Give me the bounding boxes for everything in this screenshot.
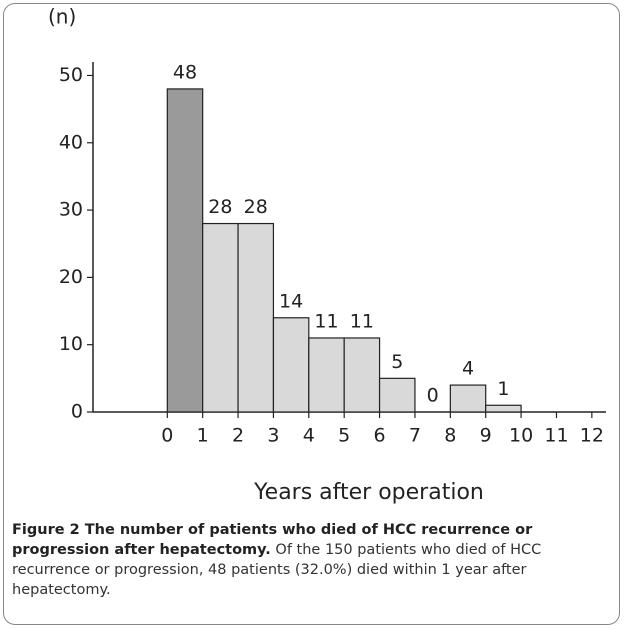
x-tick-label: 10 [509, 425, 533, 447]
y-tick-label: 40 [59, 131, 83, 153]
y-axis-label: (n) [48, 5, 76, 29]
y-tick-label: 50 [59, 64, 83, 86]
x-tick-label: 11 [544, 425, 568, 447]
x-tick-label: 12 [580, 425, 604, 447]
x-tick-label: 6 [374, 425, 386, 447]
x-tick-label: 3 [267, 425, 279, 447]
bar [485, 404, 522, 413]
caption-title: Figure 2 The number of patients who died… [12, 522, 533, 558]
y-tick-label: 30 [59, 199, 83, 221]
value-label: 5 [391, 351, 403, 373]
value-label: 28 [208, 196, 232, 218]
x-axis-label: Years after operation [253, 480, 484, 505]
value-label: 28 [244, 196, 268, 218]
y-tick-label: 20 [59, 266, 83, 288]
bar [378, 377, 416, 413]
x-tick-label: 5 [338, 425, 350, 447]
x-tick-label: 2 [232, 425, 244, 447]
bar [237, 222, 275, 413]
bar [449, 384, 487, 413]
bar [272, 317, 310, 413]
bar [308, 337, 345, 413]
x-tick-label: 7 [409, 425, 421, 447]
figure: (n) Years after operation 0 10 20 30 40 50 0 1 2… [3, 3, 620, 625]
value-label: 11 [314, 310, 338, 332]
value-label: 1 [497, 378, 509, 400]
bar [166, 88, 204, 413]
value-label: 11 [350, 310, 374, 332]
caption: Figure 2 The number of patients who died… [12, 520, 612, 600]
bar [202, 222, 239, 413]
value-label: 4 [462, 358, 474, 380]
value-label: 48 [173, 61, 197, 83]
x-tick-label: 8 [444, 425, 456, 447]
x-tick-label: 1 [197, 425, 209, 447]
value-label: 14 [279, 290, 303, 312]
y-tick-label: 10 [59, 333, 83, 355]
caption-text: Of the 150 patients who died of HCC recu… [12, 542, 542, 598]
x-tick-label: 0 [161, 425, 173, 447]
x-tick-label: 4 [303, 425, 315, 447]
bar [343, 337, 381, 413]
x-tick-label: 9 [480, 425, 492, 447]
y-tick-label: 0 [71, 401, 83, 423]
value-label: 0 [427, 385, 439, 407]
